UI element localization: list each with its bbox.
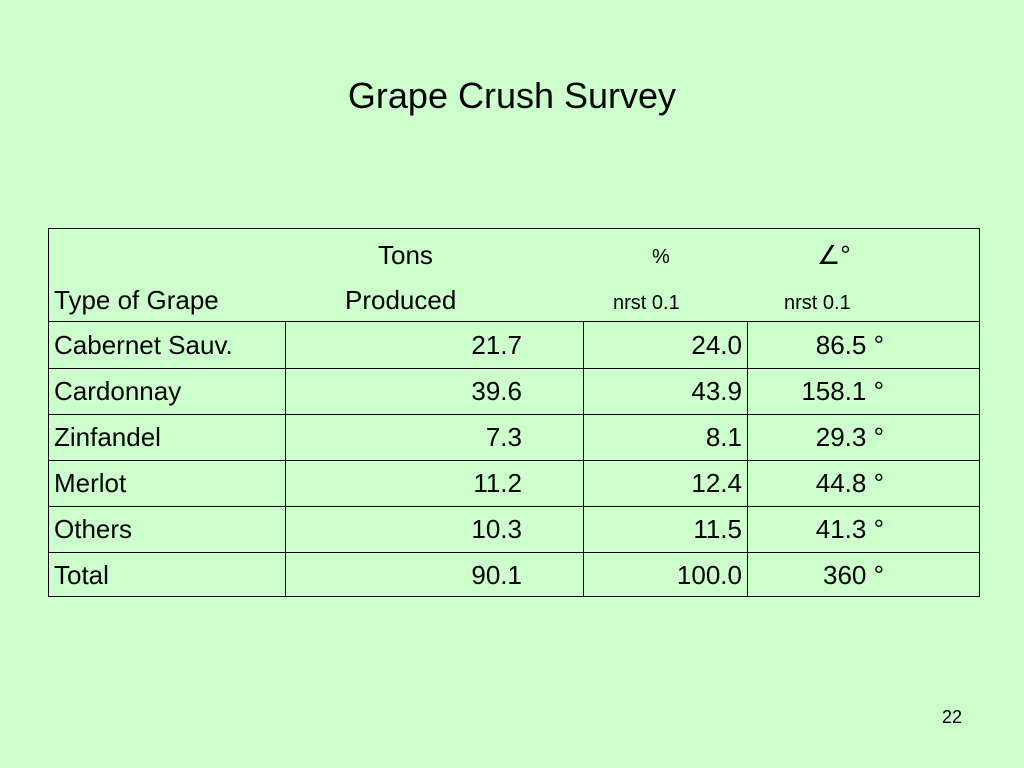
column-divider [285,321,286,596]
table-row: Cardonnay 39.6 43.9 158.1 ° [49,368,979,415]
header-tons: Tons [378,240,433,270]
header-angle-nrst: nrst 0.1 [784,292,851,314]
percent-value: 100.0 [676,560,742,590]
angle-value: 158.1 ° [801,376,884,406]
grape-name: Cardonnay [54,376,182,406]
table-row: Others 10.3 11.5 41.3 ° [49,506,979,553]
tons-value: 90.1 [471,560,522,590]
percent-value: 43.9 [691,376,742,406]
table-row-total: Total 90.1 100.0 360 ° [49,552,979,598]
grape-name: Others [54,514,133,544]
slide-title: Grape Crush Survey [347,75,677,116]
angle-value: 44.8 ° [815,468,884,498]
header-percent: % [652,246,670,268]
table-row: Zinfandel 7.3 8.1 29.3 ° [49,414,979,461]
percent-value: 11.5 [693,514,742,544]
tons-value: 7.3 [485,422,522,452]
header-produced: Produced [345,285,457,315]
grape-name: Cabernet Sauv. [54,330,233,360]
percent-value: 12.4 [691,468,742,498]
table-header: Type of Grape Tons Produced % nrst 0.1 ∠… [49,229,979,322]
percent-value: 8.1 [705,422,742,452]
angle-value: 29.3 ° [815,422,884,452]
angle-value: 360 ° [822,560,884,590]
tons-value: 11.2 [473,468,522,498]
header-angle: ∠° [817,240,851,270]
tons-value: 39.6 [471,376,522,406]
table-row: Merlot 11.2 12.4 44.8 ° [49,460,979,507]
column-divider [583,321,584,596]
grape-name: Total [54,560,109,590]
angle-value: 41.3 ° [815,514,884,544]
angle-value: 86.5 ° [815,330,884,360]
header-percent-nrst: nrst 0.1 [613,292,680,314]
table-row: Cabernet Sauv. 21.7 24.0 86.5 ° [49,322,979,369]
grape-name: Zinfandel [54,422,161,452]
column-divider [747,321,748,596]
grape-name: Merlot [54,468,127,498]
tons-value: 21.7 [471,330,522,360]
slide-number: 22 [941,707,962,727]
header-type-of-grape: Type of Grape [54,285,219,315]
tons-value: 10.3 [471,514,522,544]
percent-value: 24.0 [691,330,742,360]
grape-crush-table: Type of Grape Tons Produced % nrst 0.1 ∠… [48,228,980,597]
